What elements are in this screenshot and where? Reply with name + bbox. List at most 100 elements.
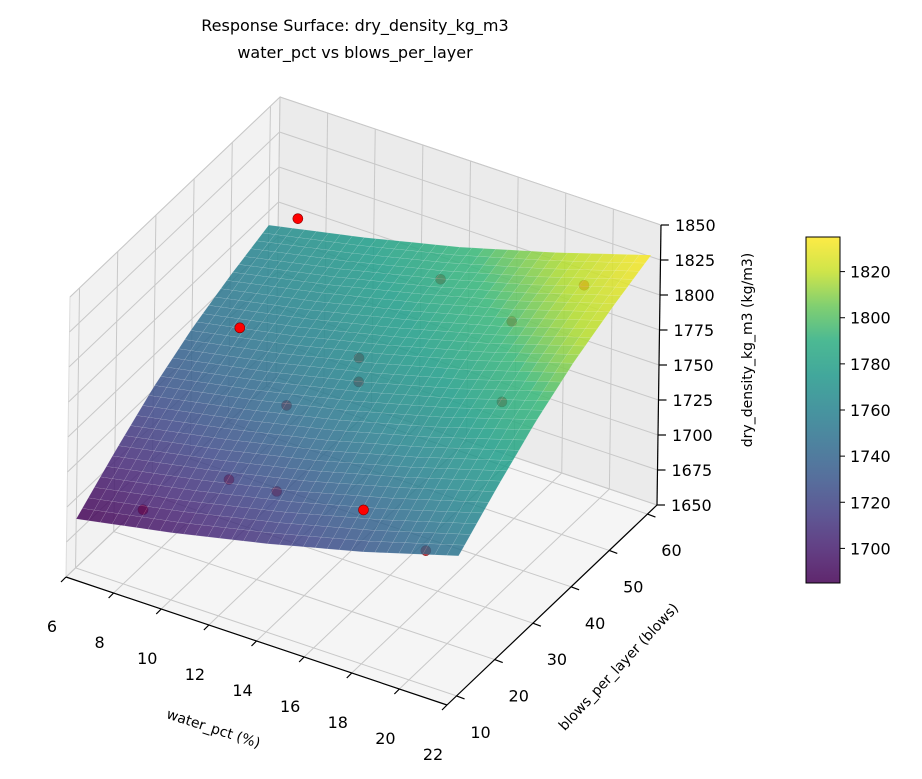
surface-patch	[291, 468, 310, 481]
surface-patch	[333, 379, 353, 391]
surface-patch	[351, 245, 371, 255]
surface-patch	[285, 457, 304, 470]
surface-patch	[380, 530, 400, 543]
z-tick-label: 1775	[674, 321, 715, 340]
surface-patch	[309, 417, 329, 430]
surface-patch	[178, 339, 198, 351]
surface-patch	[428, 426, 448, 438]
z-tick-label: 1750	[673, 356, 714, 375]
surface-patch	[435, 287, 455, 297]
surface-patch	[470, 417, 490, 429]
surface-patch	[261, 454, 281, 467]
colorbar-tick-label: 1800	[850, 309, 891, 328]
colorbar-tick-label: 1760	[850, 401, 891, 420]
surface-patch	[261, 433, 281, 446]
surface-patch	[416, 532, 436, 544]
surface-patch	[483, 290, 502, 300]
surface-patch	[130, 415, 149, 428]
surface-patch	[165, 487, 185, 500]
surface-patch	[464, 512, 484, 524]
grid-line-y	[75, 567, 457, 697]
surface-patch	[501, 266, 520, 276]
surface-patch	[124, 425, 143, 438]
surface-patch	[297, 437, 317, 450]
surface-patch	[446, 522, 466, 535]
surface-patch	[226, 346, 245, 358]
grid-line-z	[279, 131, 661, 261]
surface-patch	[578, 277, 598, 287]
surface-patch	[87, 487, 107, 500]
z-tick-label: 1675	[672, 461, 713, 480]
surface-patch	[416, 425, 436, 438]
surface-patch	[506, 343, 526, 354]
surface-patch	[213, 470, 233, 484]
surface-patch	[465, 315, 484, 325]
y-tick	[570, 586, 580, 591]
surface-patch	[171, 522, 191, 535]
surface-patch	[446, 458, 466, 470]
surface-patch	[273, 413, 293, 425]
surface-patch	[339, 369, 359, 382]
colorbar	[805, 236, 841, 584]
surface-patch	[309, 438, 328, 451]
surface-patch	[290, 535, 310, 547]
y-tick-label: 10	[470, 723, 490, 742]
grid-line-z	[279, 96, 662, 226]
surface-patch	[195, 480, 215, 493]
surface-patch	[190, 341, 209, 353]
surface-patch	[184, 390, 203, 403]
surface-patch	[201, 469, 221, 482]
surface-patch	[596, 270, 616, 279]
x-tick-label: 18	[328, 713, 348, 732]
y-tick-label: 20	[509, 687, 529, 706]
surface-patch	[410, 542, 430, 555]
y-tick-label: 40	[585, 614, 605, 633]
surface-patch	[237, 473, 257, 486]
surface-patch	[416, 510, 436, 522]
surface-patch	[446, 417, 466, 428]
surface-patch	[249, 369, 269, 382]
surface-patch	[525, 250, 544, 261]
surface-patch	[374, 475, 394, 487]
surface-patch	[225, 386, 245, 398]
surface-patch	[172, 368, 191, 381]
surface-patch	[344, 528, 364, 541]
surface-patch	[362, 540, 382, 553]
colorbar-tick-label: 1780	[850, 355, 891, 374]
surface-patch	[207, 459, 227, 472]
surface-patch	[464, 448, 484, 460]
surface-patch	[262, 331, 281, 343]
surface-patch	[267, 362, 287, 374]
data-point	[292, 213, 304, 224]
surface-patch	[434, 543, 453, 556]
colorbar-tick-label: 1740	[850, 447, 891, 466]
surface-patch	[315, 407, 335, 420]
surface-patch	[183, 455, 203, 469]
y-tick	[456, 695, 465, 700]
surface-patch	[537, 284, 556, 294]
x-tick-label: 22	[423, 745, 443, 764]
surface-patch	[302, 535, 322, 549]
surface-patch	[398, 520, 418, 533]
x-tick-label: 10	[137, 649, 157, 668]
y-tick-label: 30	[547, 650, 567, 669]
surface-patch	[196, 392, 215, 405]
surface-patch	[100, 466, 119, 479]
surface-patch	[214, 288, 234, 299]
surface-patch	[141, 460, 161, 474]
surface-patch	[374, 541, 394, 554]
surface-patch	[452, 511, 472, 524]
surface-patch	[513, 267, 532, 277]
points-front-surface	[234, 213, 369, 516]
surface-patch	[393, 240, 413, 251]
surface-patch	[255, 421, 275, 434]
x-tick	[108, 592, 115, 599]
x-tick-label: 6	[47, 617, 57, 636]
y-tick	[609, 549, 618, 555]
surface-patch	[243, 399, 263, 411]
surface-patch	[184, 370, 203, 382]
surface-patch	[398, 542, 418, 555]
response-surface	[75, 224, 652, 557]
surface-patch	[441, 331, 460, 342]
surface-patch	[374, 497, 394, 510]
